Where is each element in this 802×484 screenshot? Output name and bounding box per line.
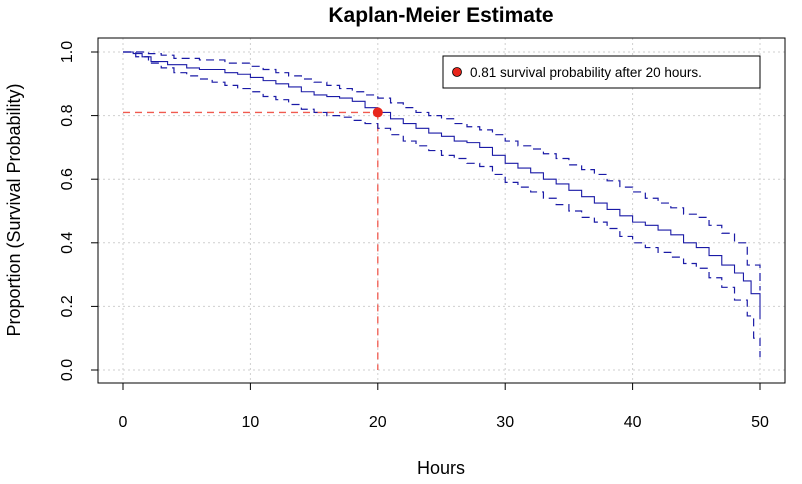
- legend-box: [442, 55, 761, 89]
- y-tick-label-4: 0.8: [59, 104, 76, 126]
- x-tick-label-4: 40: [624, 414, 642, 431]
- y-tick-label-3: 0.6: [59, 168, 76, 190]
- survival-curves: [123, 51, 761, 358]
- x-tick-label-2: 20: [369, 414, 387, 431]
- reference-marker-group: [372, 107, 383, 118]
- legend: 0.81 survival probability after 20 hours…: [442, 55, 761, 89]
- x-tick-label-0: 0: [119, 414, 128, 431]
- x-axis-label: Hours: [417, 458, 465, 478]
- reference-lines: [123, 111, 379, 370]
- y-tick-label-1: 0.2: [59, 295, 76, 317]
- series-line-0: [123, 51, 761, 320]
- y-tick-label-5: 1.0: [59, 41, 76, 63]
- x-tick-label-1: 10: [242, 414, 260, 431]
- chart-title: Kaplan-Meier Estimate: [328, 4, 553, 27]
- axes: 0 10 20 30 40 50 0.0 0.2 0.4 0.6 0.8 1.0: [59, 41, 769, 431]
- y-tick-label-0: 0.0: [59, 359, 76, 381]
- x-tick-label-3: 30: [496, 414, 514, 431]
- x-tick-label-5: 50: [751, 414, 769, 431]
- reference-point-marker: [372, 107, 383, 118]
- y-axis-label: Proportion (Survival Probability): [4, 83, 24, 336]
- series-line-1: [123, 51, 761, 291]
- series-line-2: [123, 51, 761, 358]
- legend-text: 0.81 survival probability after 20 hours…: [470, 65, 702, 80]
- legend-marker-icon: [452, 67, 462, 77]
- y-tick-label-2: 0.4: [59, 232, 76, 254]
- plot-frame: [97, 37, 786, 384]
